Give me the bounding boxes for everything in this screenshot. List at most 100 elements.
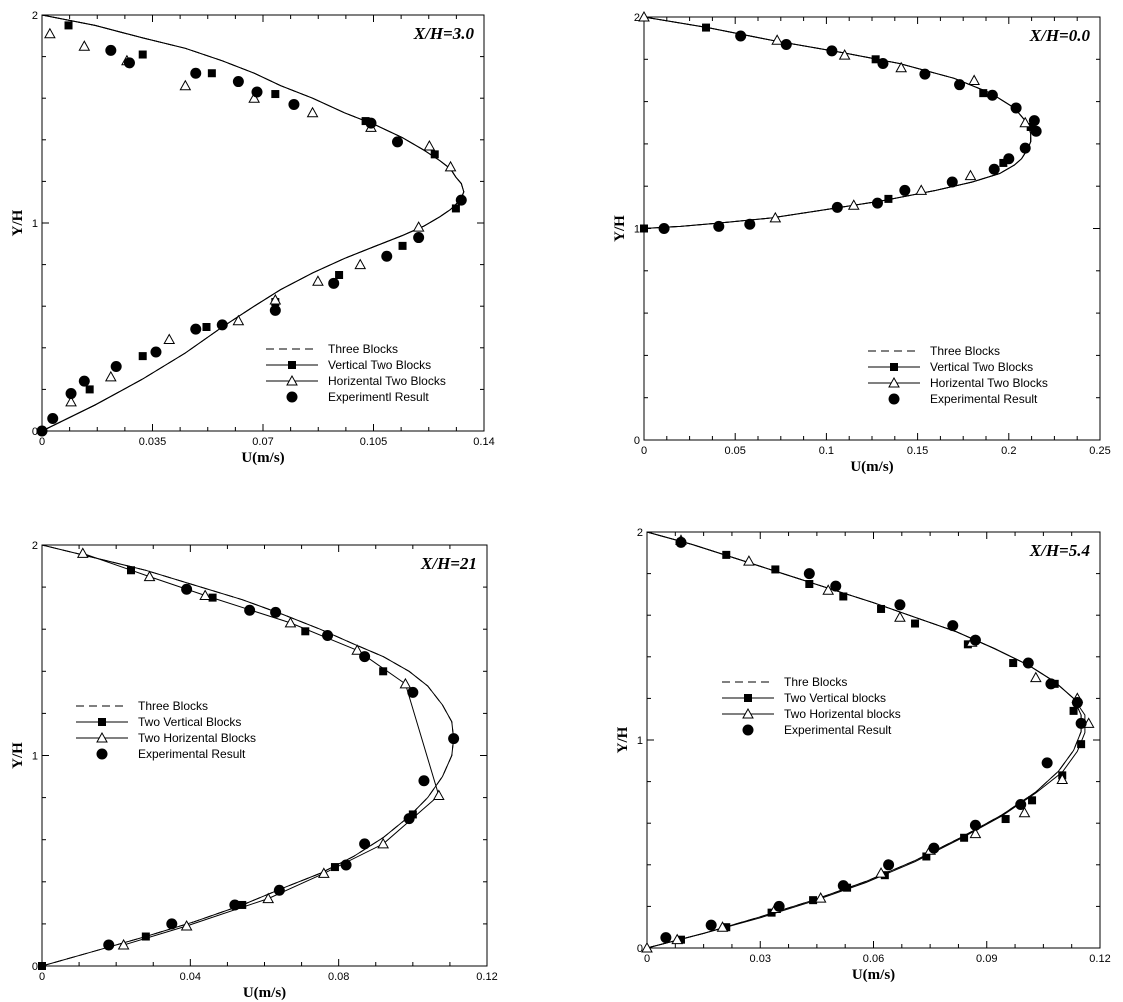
data-point [78, 375, 90, 387]
data-point [915, 184, 928, 195]
y-axis-title: Y/H [10, 742, 26, 769]
data-point [76, 547, 89, 558]
data-point [1045, 678, 1057, 690]
y-tick-label: 2 [634, 12, 640, 24]
data-point [658, 223, 670, 234]
data-point [814, 892, 827, 903]
data-point [1001, 815, 1010, 824]
x-tick-label: 0.06 [863, 953, 884, 965]
data-point [354, 258, 367, 270]
data-point [769, 211, 782, 223]
data-point [399, 677, 412, 689]
x-tick-label: 0.08 [328, 971, 349, 983]
series-4 [660, 536, 1087, 944]
data-point [229, 899, 241, 911]
series-line [41, 14, 465, 432]
data-point [805, 580, 814, 588]
legend-label: Vertical Two Blocks [328, 358, 431, 372]
data-point [322, 630, 334, 642]
y-tick-label: 0 [32, 426, 38, 438]
y-axis-title: Y/H [615, 726, 631, 753]
legend-label: Two Vertical Blocks [138, 715, 241, 729]
legend: Three Blocks Vertical Two Blocks Horizenta… [266, 342, 446, 404]
data-point [771, 565, 780, 574]
y-tick-label: 2 [32, 10, 38, 22]
series-3 [638, 10, 1032, 229]
data-point [44, 27, 56, 39]
data-point [248, 92, 261, 103]
panel-title: X/H=3.0 [413, 24, 475, 43]
data-point [1010, 102, 1022, 114]
data-point [312, 275, 324, 286]
data-point [288, 98, 300, 110]
legend-label: Experimental Result [138, 747, 246, 761]
data-point [403, 813, 415, 825]
data-point [969, 819, 981, 831]
legend: Three Blocks Two Vertical Blocks Two Horiz… [76, 699, 256, 761]
panel-title: X/H=5.4 [1029, 541, 1090, 560]
y-tick-label: 1 [32, 218, 38, 230]
data-point [451, 204, 460, 213]
data-point [47, 413, 59, 425]
data-point [85, 385, 94, 394]
y-axis-title: Y/H [612, 215, 628, 242]
data-point [138, 352, 147, 361]
data-point [408, 810, 417, 819]
legend-marker [96, 748, 108, 760]
data-point [104, 370, 117, 382]
series-4 [36, 44, 467, 437]
data-point [1022, 657, 1034, 669]
data-point [430, 150, 439, 159]
data-point [960, 833, 969, 842]
data-point [773, 900, 785, 912]
data-point [138, 50, 147, 59]
y-tick-label: 2 [32, 540, 38, 552]
data-point [150, 346, 162, 358]
data-point [418, 775, 430, 787]
y-tick-label: 1 [637, 735, 643, 747]
data-point [262, 892, 275, 904]
data-point [839, 592, 848, 601]
data-point [199, 589, 212, 601]
data-point [780, 38, 792, 50]
data-point [398, 241, 407, 250]
data-point [335, 271, 344, 279]
data-point [110, 361, 122, 373]
chart-panel-2: 0 0.05 0.1 0.15 0.2 0.25 0 1 2 U(m/s) Y/H X/H=0.0 Th… [612, 10, 1111, 475]
legend-marker [286, 374, 298, 386]
data-point [883, 859, 895, 871]
data-point [660, 932, 672, 944]
data-point [179, 79, 192, 91]
data-point [271, 90, 280, 99]
data-point [675, 536, 687, 548]
data-point [216, 319, 228, 331]
data-point [78, 40, 91, 51]
chart-panel-4: 0 0.03 0.06 0.09 0.12 0 1 2 U(m/s) Y/H X/H=5.4 Thre… [615, 527, 1111, 983]
data-point [803, 568, 815, 580]
data-point [999, 158, 1008, 167]
panel-title: X/H=21 [420, 554, 477, 573]
y-tick-label: 0 [637, 943, 643, 955]
x-axis-title: U(m/s) [850, 459, 893, 475]
x-tick-label: 0.14 [473, 436, 494, 448]
data-point [328, 277, 340, 289]
data-point [735, 30, 747, 42]
data-point [306, 106, 319, 118]
data-point [954, 79, 966, 91]
data-point [351, 644, 364, 655]
y-tick-label: 1 [32, 751, 38, 763]
x-tick-label: 0.07 [252, 436, 273, 448]
legend-label: Thre Blocks [784, 675, 847, 689]
series-line [82, 552, 440, 946]
legend-marker [288, 361, 296, 369]
chart-panel-3: 0 0.04 0.08 0.12 0 1 2 U(m/s) Y/H X/H=21 Three Blo… [10, 540, 498, 1001]
data-point [986, 89, 998, 101]
legend-label: Horizental Two Blocks [930, 376, 1048, 390]
data-point [407, 686, 419, 698]
data-point [826, 45, 838, 57]
legend-label: Experimental Result [930, 392, 1038, 406]
data-point [123, 57, 135, 69]
data-point [317, 867, 330, 878]
data-point [894, 611, 906, 622]
data-point [822, 584, 835, 595]
